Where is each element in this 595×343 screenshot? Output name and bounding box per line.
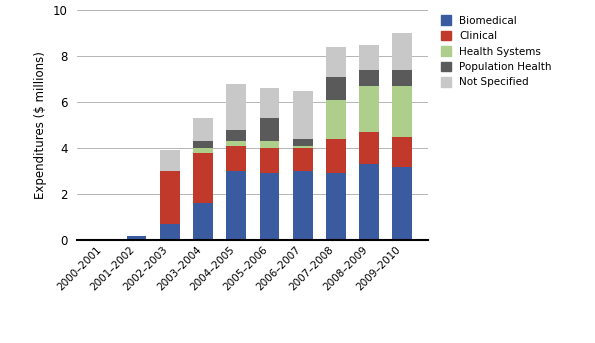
Bar bbox=[160, 224, 180, 240]
Bar bbox=[226, 130, 246, 141]
Bar bbox=[259, 148, 280, 174]
Legend: Biomedical, Clinical, Health Systems, Population Health, Not Specified: Biomedical, Clinical, Health Systems, Po… bbox=[441, 15, 552, 87]
Bar bbox=[326, 174, 346, 240]
Bar bbox=[359, 164, 379, 240]
Bar bbox=[359, 86, 379, 132]
Bar bbox=[160, 171, 180, 224]
Bar bbox=[193, 148, 213, 153]
Bar bbox=[226, 146, 246, 171]
Bar bbox=[226, 171, 246, 240]
Bar bbox=[359, 70, 379, 86]
Bar bbox=[193, 141, 213, 148]
Bar bbox=[293, 91, 313, 139]
Bar bbox=[193, 203, 213, 240]
Bar bbox=[259, 174, 280, 240]
Bar bbox=[293, 171, 313, 240]
Y-axis label: Expenditures ($ millions): Expenditures ($ millions) bbox=[34, 51, 47, 199]
Bar bbox=[326, 77, 346, 100]
Bar bbox=[259, 88, 280, 118]
Bar bbox=[393, 137, 412, 167]
Bar bbox=[293, 139, 313, 146]
Bar bbox=[326, 100, 346, 139]
Bar bbox=[293, 148, 313, 171]
Bar bbox=[393, 70, 412, 86]
Bar bbox=[127, 236, 146, 240]
Bar bbox=[160, 151, 180, 171]
Bar bbox=[359, 45, 379, 70]
Bar bbox=[359, 132, 379, 164]
Bar bbox=[226, 141, 246, 146]
Bar bbox=[259, 118, 280, 141]
Bar bbox=[259, 141, 280, 148]
Bar bbox=[193, 153, 213, 203]
Bar bbox=[293, 146, 313, 148]
Bar bbox=[393, 167, 412, 240]
Bar bbox=[326, 47, 346, 77]
Bar bbox=[393, 33, 412, 70]
Bar bbox=[226, 84, 246, 130]
Bar bbox=[326, 139, 346, 174]
Bar bbox=[393, 86, 412, 137]
Bar bbox=[193, 118, 213, 141]
